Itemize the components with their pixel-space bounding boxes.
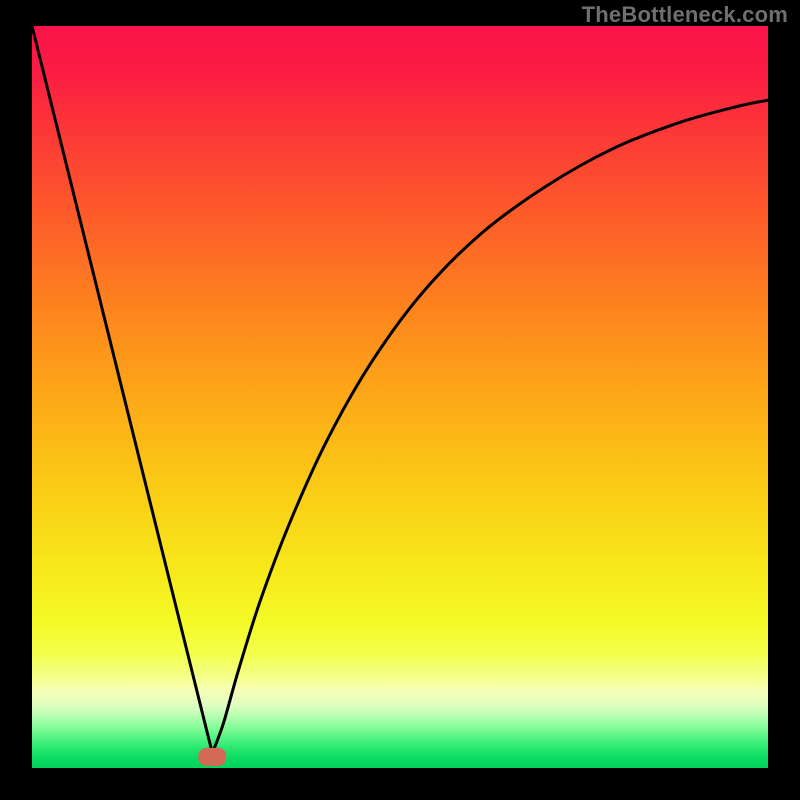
plot-background	[32, 26, 768, 768]
bottleneck-chart	[0, 0, 800, 800]
vertex-marker	[198, 748, 226, 766]
watermark-text: TheBottleneck.com	[582, 2, 788, 28]
chart-container: TheBottleneck.com	[0, 0, 800, 800]
